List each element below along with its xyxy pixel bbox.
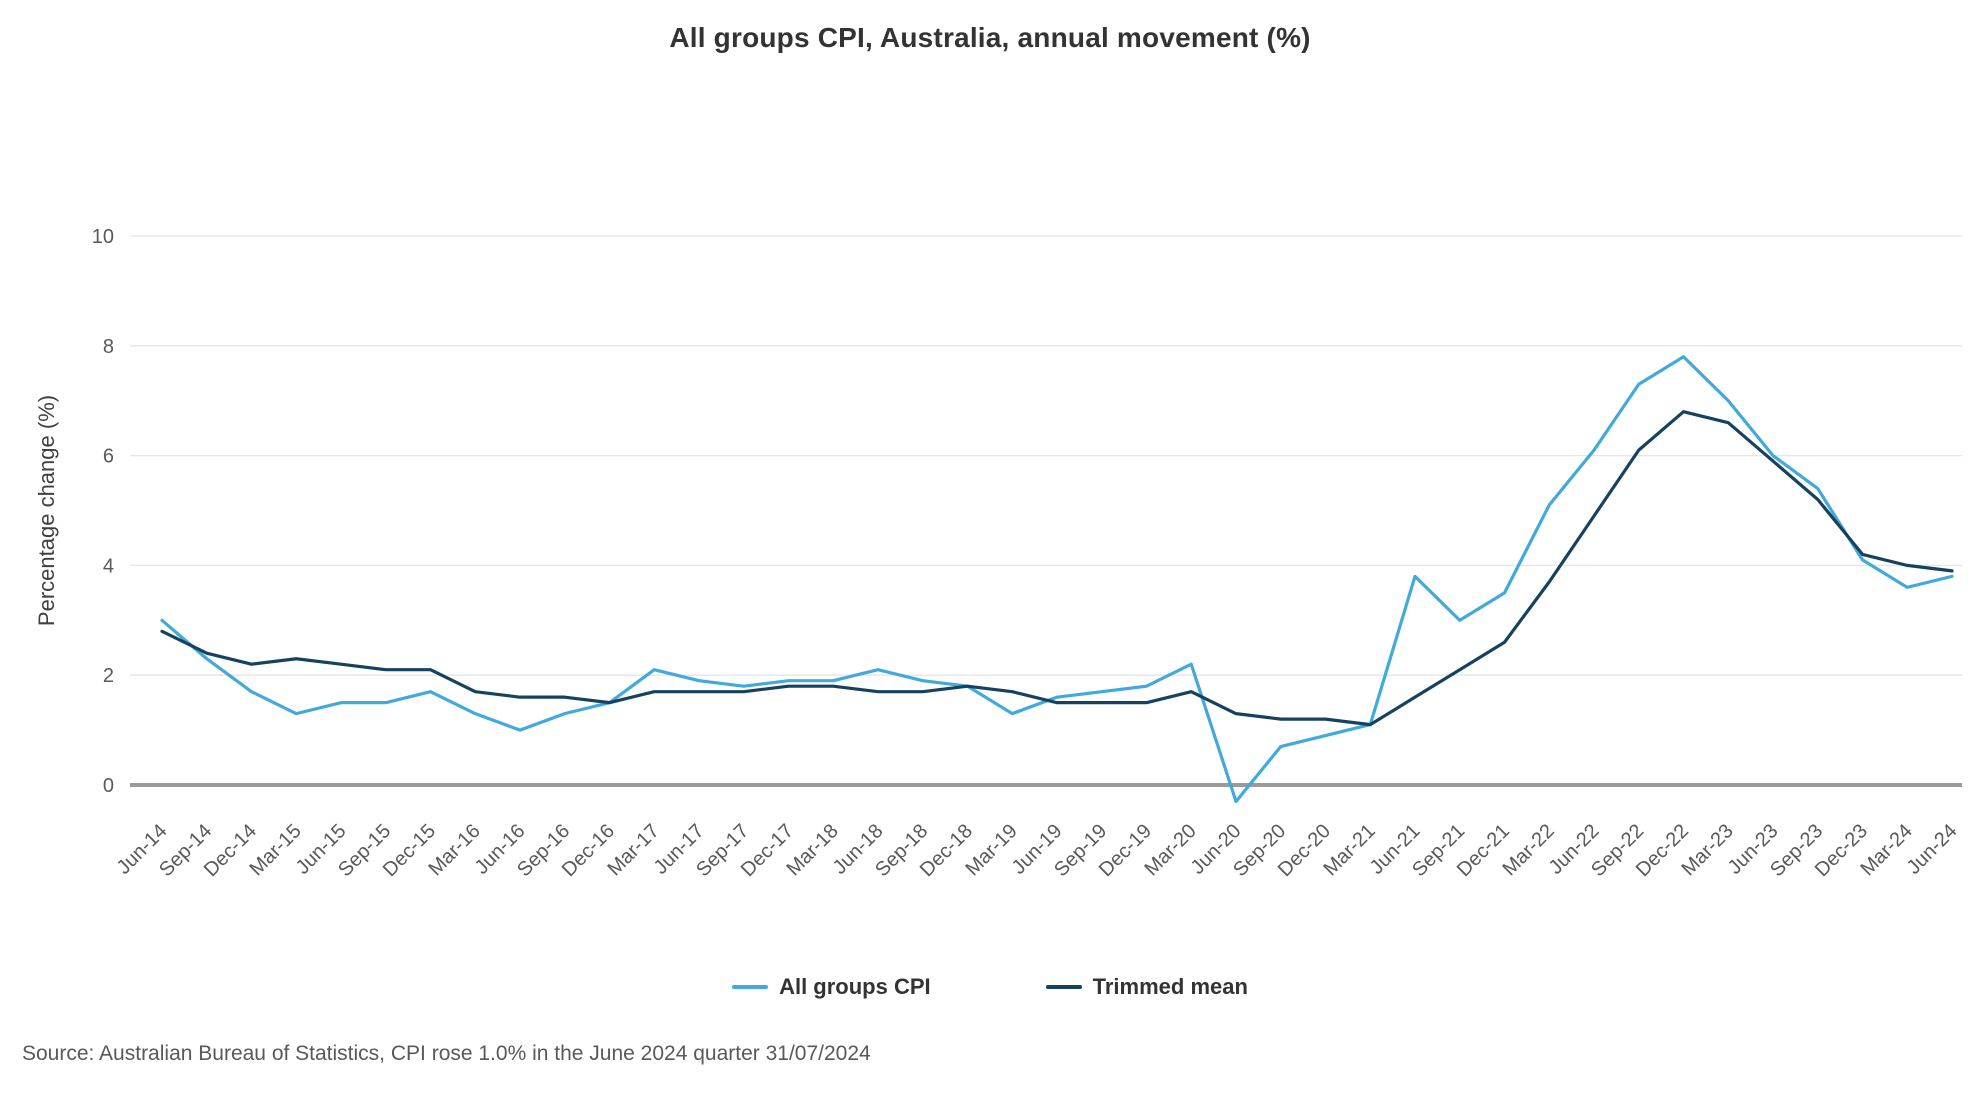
y-tick-label: 4 [103, 555, 114, 577]
series-line-trimmed-mean [160, 410, 1954, 727]
y-tick-label: 0 [103, 775, 114, 797]
legend-swatch-trimmed-mean [1045, 985, 1082, 989]
y-tick-label: 2 [103, 665, 114, 687]
legend-item-trimmed-mean[interactable]: Trimmed mean [1045, 974, 1248, 1000]
y-tick-label: 10 [92, 226, 114, 248]
legend-label-trimmed-mean: Trimmed mean [1092, 974, 1248, 999]
x-tick-label: Jun-24 [1903, 820, 1962, 879]
legend-item-all-groups-cpi[interactable]: All groups CPI [732, 974, 931, 1000]
source-note: Source: Australian Bureau of Statistics,… [22, 1042, 871, 1065]
y-tick-label: 6 [103, 446, 114, 468]
chart-legend: All groups CPI Trimmed mean [0, 974, 1980, 1000]
y-tick-label: 8 [103, 336, 114, 358]
legend-swatch-all-groups-cpi [732, 985, 769, 989]
series-line-all-groups-cpi [160, 355, 1954, 804]
legend-label-all-groups-cpi: All groups CPI [779, 974, 931, 999]
chart-title: All groups CPI, Australia, annual moveme… [669, 22, 1311, 53]
y-axis-title: Percentage change (%) [34, 395, 59, 626]
